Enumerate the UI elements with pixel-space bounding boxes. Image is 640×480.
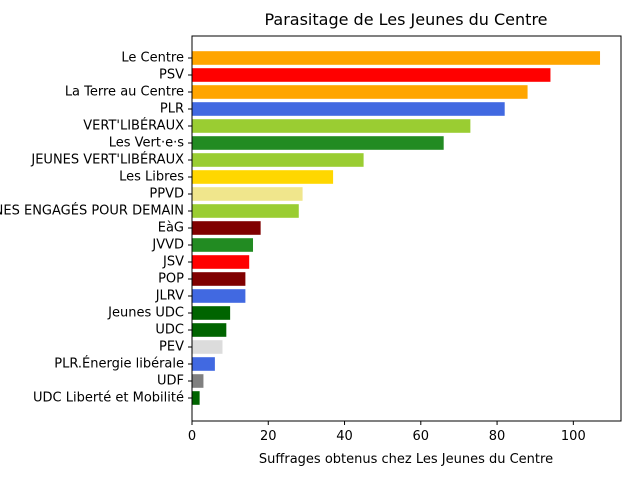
chart-title: Parasitage de Les Jeunes du Centre bbox=[264, 10, 547, 29]
y-tick-label: JLRV bbox=[155, 289, 184, 304]
y-tick-label: Jeunes UDC bbox=[107, 306, 184, 321]
bar bbox=[192, 187, 303, 201]
y-tick-label: PSV bbox=[159, 68, 184, 83]
bar bbox=[192, 340, 223, 354]
y-tick-label: PEV bbox=[159, 340, 184, 355]
bar bbox=[192, 323, 227, 337]
y-tick-label: UDC bbox=[155, 323, 184, 338]
plot-frame bbox=[191, 35, 622, 422]
y-tick-label: EàG bbox=[158, 221, 184, 236]
y-axis-ticks: Le Centre PSV La Terre au Centre PLRVERT'LI… bbox=[0, 51, 192, 406]
x-tick-label: 0 bbox=[188, 429, 196, 444]
bar bbox=[192, 391, 200, 405]
x-axis-label: Suffrages obtenus chez Les Jeunes du Cen… bbox=[259, 452, 553, 467]
y-tick-label: Les Vert·e·s bbox=[109, 136, 185, 151]
y-tick-label: Les Libres bbox=[119, 170, 184, 185]
bars-group bbox=[192, 51, 601, 405]
bar bbox=[192, 102, 505, 116]
bar bbox=[192, 85, 528, 99]
bar bbox=[192, 51, 601, 65]
y-tick-label: La Terre au Centre bbox=[65, 85, 184, 100]
x-tick-label: 40 bbox=[336, 429, 353, 444]
bar bbox=[192, 272, 246, 286]
y-tick-label: JVVD bbox=[151, 238, 184, 253]
bar bbox=[192, 68, 551, 82]
bar bbox=[192, 221, 261, 235]
y-tick-label: PLR.Énergie libérale bbox=[54, 356, 184, 372]
x-tick-label: 60 bbox=[413, 429, 430, 444]
y-tick-label: JSV bbox=[162, 255, 184, 270]
x-axis-ticks: 0 20 40 60 80 100 bbox=[188, 421, 586, 444]
x-tick-label: 100 bbox=[561, 429, 586, 444]
bar bbox=[192, 255, 250, 269]
bar bbox=[192, 136, 444, 150]
bar bbox=[192, 153, 364, 167]
y-tick-label: PLR bbox=[160, 102, 184, 117]
x-tick-label: 20 bbox=[260, 429, 277, 444]
y-tick-label: POP bbox=[158, 272, 184, 287]
bar bbox=[192, 119, 471, 133]
y-tick-label: VERT'LIBÉRAUX bbox=[83, 118, 184, 134]
bar bbox=[192, 289, 246, 303]
x-tick-label: 80 bbox=[489, 429, 506, 444]
y-tick-label: JEUNES VERT'LIBÉRAUX bbox=[30, 152, 184, 168]
bar bbox=[192, 357, 215, 371]
bar bbox=[192, 374, 204, 388]
bar bbox=[192, 170, 334, 184]
y-tick-label: JEUNES ENGAGÉS POUR DEMAIN bbox=[0, 203, 184, 219]
bar bbox=[192, 238, 254, 252]
y-tick-label: Le Centre bbox=[121, 51, 184, 66]
y-tick-label: UDF bbox=[157, 374, 184, 389]
y-tick-label: UDC Liberté et Mobilité bbox=[33, 391, 184, 406]
bar bbox=[192, 204, 299, 218]
y-tick-label: PPVD bbox=[149, 187, 184, 202]
bar bbox=[192, 306, 231, 320]
